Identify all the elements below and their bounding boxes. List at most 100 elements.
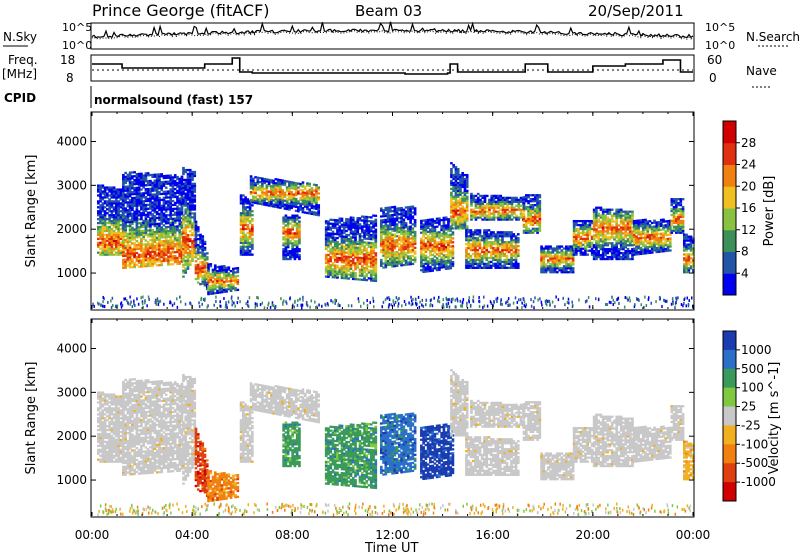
- power-cell: [290, 183, 293, 186]
- power-cell: [463, 223, 467, 226]
- power-cell: [162, 202, 166, 205]
- power-cell: [239, 241, 243, 244]
- power-cell: [501, 231, 504, 234]
- power-cell: [336, 258, 339, 261]
- power-cell: [351, 277, 355, 281]
- power-cell: [142, 180, 145, 183]
- power-cell: [108, 233, 111, 237]
- power-cell: [459, 199, 462, 202]
- power-cell: [274, 201, 278, 205]
- power-cell: [467, 252, 471, 256]
- power-cell: [461, 209, 465, 212]
- power-cell: [336, 240, 339, 244]
- power-cell: [360, 264, 364, 268]
- power-cell: [164, 214, 168, 217]
- power-cell: [119, 231, 123, 235]
- power-cell: [483, 218, 487, 221]
- power-cell: [281, 203, 284, 206]
- power-cell: [263, 181, 266, 185]
- power-cell: [160, 250, 164, 253]
- power-cell: [536, 207, 539, 211]
- power-cell: [101, 184, 105, 187]
- power-cell: [151, 242, 155, 246]
- power-cell: [340, 237, 344, 240]
- power-cell: [542, 253, 546, 256]
- power-cell: [426, 238, 430, 241]
- power-cell: [338, 227, 342, 230]
- power-cell: [140, 225, 143, 229]
- power-cell: [291, 238, 294, 241]
- power-cell: [126, 201, 130, 204]
- power-cell: [329, 236, 333, 239]
- power-cell: [544, 255, 548, 258]
- power-cell: [327, 259, 330, 263]
- power-cell: [110, 214, 114, 217]
- power-cell: [454, 166, 458, 169]
- power-cell: [454, 177, 458, 181]
- power-cell: [121, 231, 125, 235]
- power-cell: [333, 260, 337, 263]
- power-cell: [244, 235, 247, 239]
- power-cell: [514, 252, 518, 256]
- power-cell: [349, 222, 353, 225]
- power-cell: [342, 251, 346, 254]
- power-cell: [276, 206, 280, 209]
- power-cell: [485, 233, 489, 236]
- power-cell: [140, 198, 143, 201]
- power-cell: [442, 234, 446, 237]
- power-cell: [333, 250, 337, 253]
- power-cell: [270, 200, 273, 204]
- power-cell: [527, 221, 530, 225]
- power-cell: [261, 195, 264, 198]
- power-cell: [391, 245, 394, 248]
- power-cell: [249, 187, 253, 190]
- power-cell: [324, 222, 328, 225]
- power-cell: [384, 246, 388, 249]
- power-cell: [384, 266, 388, 269]
- freq-tick-bottom: 8: [66, 71, 74, 85]
- power-cell: [485, 264, 489, 267]
- power-cell: [480, 262, 484, 266]
- power-cell: [372, 265, 375, 269]
- power-cell: [538, 196, 542, 199]
- power-cell: [452, 173, 456, 177]
- power-cell: [393, 253, 397, 256]
- power-cell: [331, 252, 335, 255]
- power-cell: [449, 261, 452, 264]
- power-cell: [411, 248, 415, 252]
- power-cell: [176, 181, 179, 185]
- power-cell: [213, 278, 217, 281]
- power-cell: [492, 248, 495, 252]
- power-cell: [386, 220, 390, 223]
- power-cell: [476, 241, 480, 244]
- power-cell: [549, 253, 552, 256]
- power-cell: [209, 274, 213, 278]
- power-cell: [459, 225, 462, 228]
- power-cell: [144, 259, 148, 262]
- power-cell: [101, 221, 105, 225]
- power-cell: [327, 273, 330, 276]
- power-cell: [295, 234, 299, 237]
- power-cell: [126, 205, 130, 208]
- power-cell: [333, 272, 337, 275]
- power-cell: [176, 258, 179, 262]
- power-cell: [112, 231, 116, 235]
- power-cell: [225, 276, 228, 279]
- power-cell: [101, 202, 105, 205]
- power-cell: [241, 212, 245, 215]
- power-cell: [186, 178, 190, 182]
- power-cell: [160, 212, 164, 215]
- power-cell: [101, 210, 105, 213]
- power-cell: [167, 202, 170, 205]
- power-cell: [167, 214, 170, 217]
- power-cell: [295, 224, 299, 227]
- power-cell: [276, 184, 280, 187]
- power-cell: [227, 276, 231, 279]
- power-cell: [395, 215, 399, 218]
- power-cell: [292, 197, 296, 200]
- power-cell: [140, 241, 143, 244]
- power-cell: [503, 208, 507, 211]
- power-cell: [298, 240, 301, 243]
- power-cell: [203, 262, 207, 265]
- power-cell: [281, 201, 284, 204]
